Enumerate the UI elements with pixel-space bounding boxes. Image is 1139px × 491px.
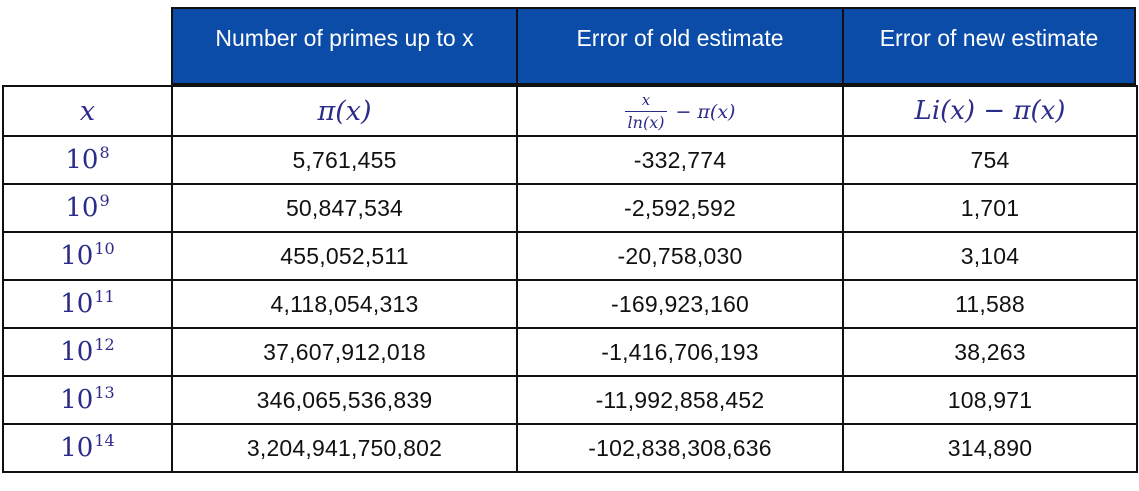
x-exponent: 8 [99, 143, 110, 163]
x-power: 108 [65, 145, 109, 175]
group-header-primes: Number of primes up to x [171, 7, 516, 85]
x-power-cell: 1012 [2, 327, 173, 377]
table-row: 108 5,761,455 -332,774 754 [2, 135, 1138, 185]
group-header-new-error: Error of new estimate [842, 7, 1136, 85]
group-header-old-error-label: Error of old estimate [576, 25, 784, 51]
new-estimate-formula: Li(x) − π(x) [914, 96, 1066, 126]
pi-value-cell: 50,847,534 [171, 183, 518, 233]
x-power: 1014 [60, 433, 114, 463]
new-error-cell: 314,890 [842, 423, 1138, 473]
old-error-cell: -2,592,592 [516, 183, 844, 233]
old-error-cell: -11,992,858,452 [516, 375, 844, 425]
col-header-pi: π(x) [317, 95, 372, 127]
group-header-old-error: Error of old estimate [516, 7, 842, 85]
new-error-cell: 38,263 [842, 327, 1138, 377]
new-error-cell: 108,971 [842, 375, 1138, 425]
x-exponent: 14 [94, 431, 115, 451]
old-error-cell: -102,838,308,636 [516, 423, 844, 473]
table-row: 109 50,847,534 -2,592,592 1,701 [2, 183, 1138, 233]
new-error-cell: 3,104 [842, 231, 1138, 281]
column-header-row: x π(x) x ln(x) − π(x) Li(x) − π(x) [2, 85, 1138, 137]
x-power-cell: 1014 [2, 423, 173, 473]
table-row: 1011 4,118,054,313 -169,923,160 11,588 [2, 279, 1138, 329]
fraction-x-over-ln-x: x ln(x) [624, 90, 668, 131]
x-power: 1013 [60, 385, 114, 415]
x-base: 10 [65, 193, 99, 223]
x-exponent: 9 [99, 191, 110, 211]
table-row: 1012 37,607,912,018 -1,416,706,193 38,26… [2, 327, 1138, 377]
x-power: 1010 [60, 241, 114, 271]
x-base: 10 [60, 337, 94, 367]
table-row: 1013 346,065,536,839 -11,992,858,452 108… [2, 375, 1138, 425]
old-error-cell: -1,416,706,193 [516, 327, 844, 377]
fraction-denominator: ln(x) [624, 110, 668, 131]
table-row: 1010 455,052,511 -20,758,030 3,104 [2, 231, 1138, 281]
x-base: 10 [60, 433, 94, 463]
x-base: 10 [60, 241, 94, 271]
x-exponent: 13 [94, 383, 115, 403]
pi-value-cell: 3,204,941,750,802 [171, 423, 518, 473]
pi-value-cell: 4,118,054,313 [171, 279, 518, 329]
x-power: 109 [65, 193, 109, 223]
pi-value-cell: 455,052,511 [171, 231, 518, 281]
fraction-numerator: x [641, 90, 651, 109]
x-exponent: 10 [94, 239, 115, 259]
old-error-cell: -20,758,030 [516, 231, 844, 281]
group-header-new-error-label: Error of new estimate [879, 25, 1099, 51]
x-base: 10 [60, 289, 94, 319]
old-error-cell: -169,923,160 [516, 279, 844, 329]
x-power-cell: 109 [2, 183, 173, 233]
pi-value-cell: 37,607,912,018 [171, 327, 518, 377]
new-error-cell: 1,701 [842, 183, 1138, 233]
col-header-new-formula-cell: Li(x) − π(x) [842, 85, 1138, 137]
group-header-row: Number of primes up to x Error of old es… [171, 7, 1136, 85]
x-power-cell: 1013 [2, 375, 173, 425]
group-header-primes-label: Number of primes up to x [215, 25, 474, 51]
x-exponent: 12 [94, 335, 115, 355]
col-header-x: x [79, 95, 96, 127]
old-error-cell: -332,774 [516, 135, 844, 185]
x-power-cell: 108 [2, 135, 173, 185]
x-exponent: 11 [94, 287, 115, 307]
col-header-old-formula-cell: x ln(x) − π(x) [516, 85, 844, 137]
new-error-cell: 11,588 [842, 279, 1138, 329]
prime-counts-table: x π(x) x ln(x) − π(x) Li(x) − π(x) [2, 85, 1138, 473]
fraction-minus-pi: − π(x) [675, 100, 736, 123]
table-row: 1014 3,204,941,750,802 -102,838,308,636 … [2, 423, 1138, 473]
col-header-x-cell: x [2, 85, 173, 137]
x-power-cell: 1010 [2, 231, 173, 281]
x-base: 10 [65, 145, 99, 175]
new-error-cell: 754 [842, 135, 1138, 185]
col-header-pi-cell: π(x) [171, 85, 518, 137]
x-power-cell: 1011 [2, 279, 173, 329]
pi-value-cell: 5,761,455 [171, 135, 518, 185]
pi-value-cell: 346,065,536,839 [171, 375, 518, 425]
x-power: 1012 [60, 337, 114, 367]
x-power: 1011 [60, 289, 114, 319]
x-base: 10 [60, 385, 94, 415]
old-estimate-formula: x ln(x) − π(x) [624, 90, 736, 131]
